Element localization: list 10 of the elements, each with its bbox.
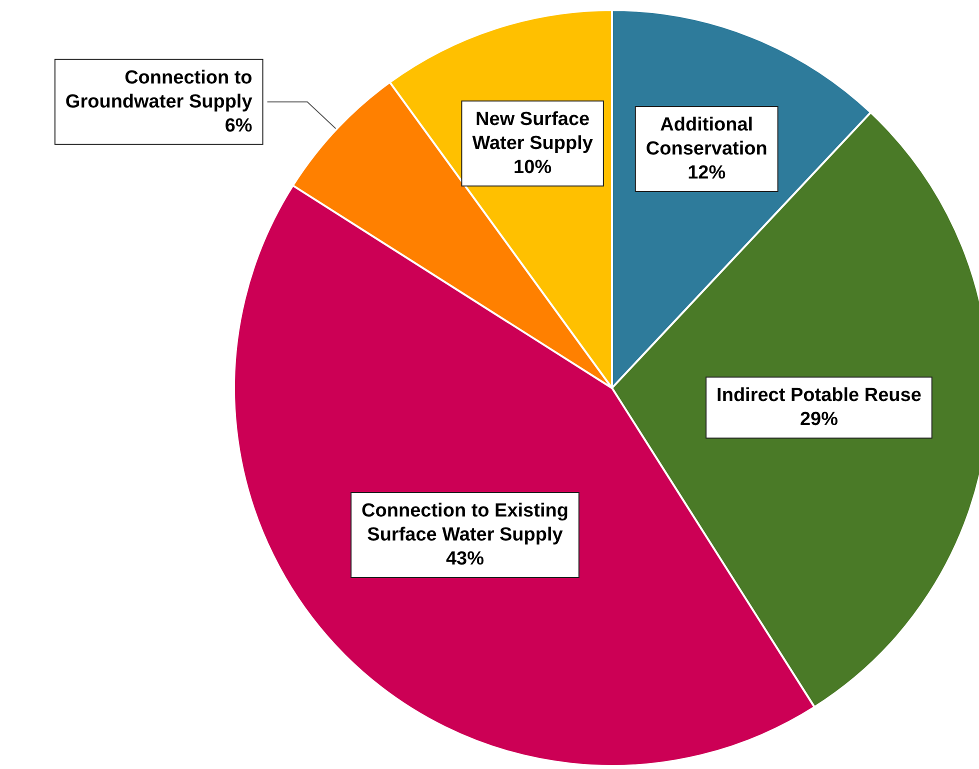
data-label: 43% (446, 548, 484, 570)
data-label: 29% (800, 409, 838, 430)
slice-label: New Surface Water Supply (472, 109, 594, 154)
slice-label: Connection to Groundwater Supply (65, 67, 253, 112)
slice-label: Indirect Potable Reuse (716, 385, 922, 406)
data-label: 12% (688, 162, 726, 184)
slice-label: Additional Conservation (646, 114, 768, 160)
slice-label: Connection to Existing Surface Water Supply (362, 500, 568, 546)
data-label: 10% (514, 157, 552, 178)
data-label: 6% (224, 115, 252, 136)
